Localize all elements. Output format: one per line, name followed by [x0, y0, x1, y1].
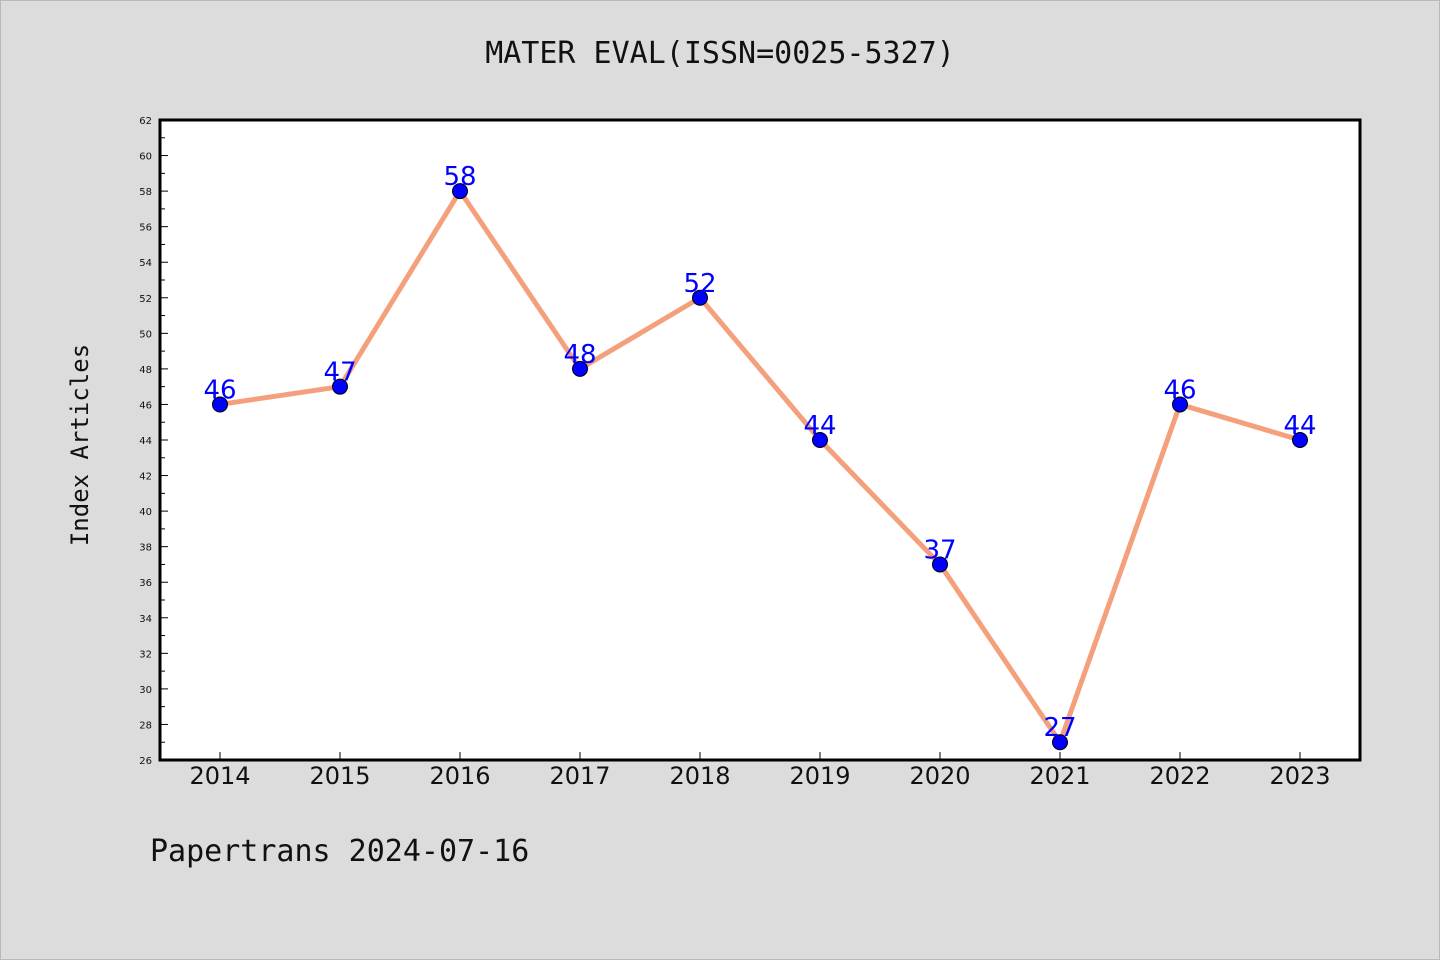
- data-label: 27: [1043, 713, 1076, 743]
- x-tick-label: 2017: [549, 762, 610, 790]
- y-axis: 26 28 30 32 34 36 38 40 42 44 46 48 50 52 54 56 58 60 62: [139, 116, 168, 767]
- y-tick-label: 38: [139, 543, 152, 554]
- x-tick-label: 2018: [669, 762, 730, 790]
- data-point: [332, 378, 348, 395]
- y-tick-label: 52: [139, 294, 152, 305]
- data-label: 47: [323, 358, 356, 388]
- x-tick-label: 2021: [1029, 762, 1090, 790]
- y-tick-label: 46: [139, 400, 152, 411]
- y-tick-label: 26: [139, 756, 152, 767]
- data-point: [692, 289, 708, 306]
- data-label: 44: [1283, 411, 1316, 441]
- y-tick-label: 28: [139, 720, 152, 731]
- y-tick-label: 32: [139, 649, 152, 660]
- data-label: 58: [443, 162, 476, 192]
- data-labels: 46 47 58 48 52 44 37 27 46 44: [203, 162, 1316, 743]
- data-label: 46: [1163, 375, 1196, 405]
- y-tick-label: 60: [139, 152, 152, 163]
- y-tick-label: 50: [139, 329, 152, 340]
- y-tick-label: 56: [139, 223, 152, 234]
- y-tick-label: 40: [139, 507, 152, 518]
- series-line: [219, 188, 1301, 745]
- y-tick-label: 42: [139, 472, 152, 483]
- y-tick-label: 62: [139, 116, 152, 127]
- data-point: [1292, 432, 1308, 448]
- y-tick-label: 36: [139, 578, 152, 589]
- x-tick-label: 2020: [909, 762, 970, 790]
- data-label: 52: [683, 269, 716, 299]
- data-point: [572, 360, 588, 377]
- data-point: [212, 396, 228, 413]
- data-points: [212, 183, 1308, 751]
- x-tick-label: 2014: [189, 762, 250, 790]
- y-tick-label: 54: [139, 258, 152, 269]
- y-tick-label: 58: [139, 187, 152, 198]
- x-tick-label: 2016: [429, 762, 490, 790]
- data-label: 46: [203, 375, 236, 405]
- data-point: [1052, 734, 1068, 751]
- data-point: [452, 183, 468, 200]
- y-tick-label: 34: [139, 614, 152, 625]
- plot-area: [158, 118, 1362, 762]
- data-label: 37: [923, 535, 956, 565]
- data-point: [932, 556, 948, 573]
- data-label: 44: [803, 411, 836, 441]
- footer-note: Papertrans 2024-07-16: [150, 834, 530, 869]
- chart-title: MATER EVAL(ISSN=0025-5327): [485, 36, 955, 71]
- data-point: [1172, 396, 1188, 413]
- x-tick-label: 2023: [1269, 762, 1330, 790]
- y-tick-label: 30: [139, 685, 152, 696]
- x-axis: 2014 2015 2016 2017 2018 2019 2020 2021 2022 2023: [189, 752, 1331, 790]
- x-tick-label: 2022: [1149, 762, 1210, 790]
- x-tick-label: 2019: [789, 762, 850, 790]
- data-point: [812, 432, 828, 448]
- data-label: 48: [563, 340, 596, 370]
- y-tick-label: 48: [139, 365, 152, 376]
- y-tick-label: 44: [139, 436, 152, 447]
- x-tick-label: 2015: [309, 762, 370, 790]
